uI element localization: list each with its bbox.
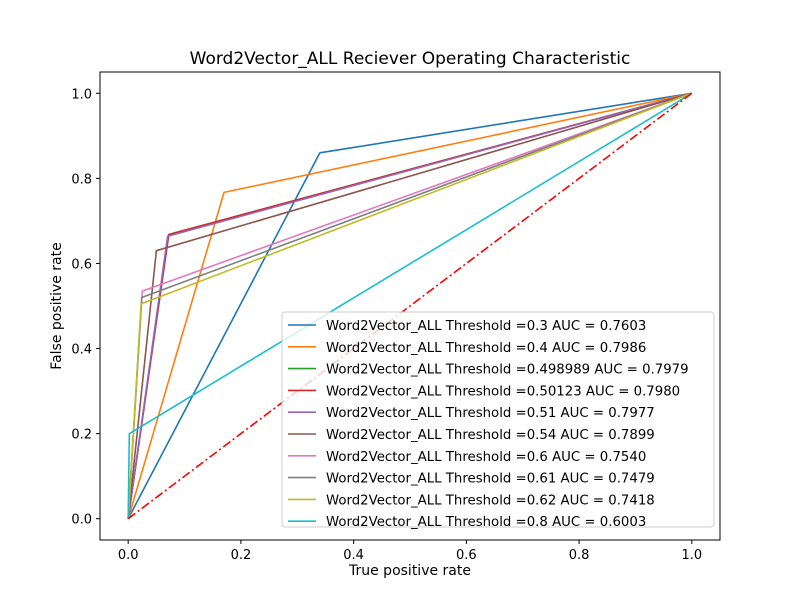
y-tick-label: 0.8 [71, 172, 92, 187]
legend-entry-label: Word2Vector_ALL Threshold =0.50123 AUC =… [326, 384, 680, 399]
x-tick-label: 0.6 [456, 548, 477, 563]
y-tick-label: 1.0 [71, 87, 92, 102]
x-axis-label: True positive rate [348, 563, 471, 579]
series-line-4 [127, 92, 693, 519]
plot-frame [99, 71, 721, 541]
y-axis-ticks: 0.0 0.2 0.4 0.6 0.8 1.0 [71, 87, 100, 528]
legend-entry-label: Word2Vector_ALL Threshold =0.6 AUC = 0.7… [326, 450, 646, 465]
y-tick-label: 0.0 [71, 513, 92, 528]
legend-entry-label: Word2Vector_ALL Threshold =0.498989 AUC … [326, 363, 689, 378]
legend-entry-label: Word2Vector_ALL Threshold =0.54 AUC = 0.… [326, 428, 655, 443]
legend: Word2Vector_ALL Threshold =0.3 AUC = 0.7… [281, 311, 715, 530]
y-axis-label: False positive rate [49, 242, 65, 369]
series-line-8 [127, 92, 693, 519]
legend-entry-label: Word2Vector_ALL Threshold =0.8 AUC = 0.6… [326, 515, 646, 530]
legend-entry-label: Word2Vector_ALL Threshold =0.4 AUC = 0.7… [326, 341, 646, 356]
series-line-1 [127, 92, 692, 519]
x-axis-ticks: 0.0 0.2 0.4 0.6 0.8 1.0 [118, 540, 702, 563]
legend-entry-label: Word2Vector_ALL Threshold =0.3 AUC = 0.7… [326, 319, 646, 334]
legend-entry-label: Word2Vector_ALL Threshold =0.61 AUC = 0.… [326, 472, 655, 487]
y-tick-label: 0.6 [71, 257, 92, 272]
series-layer [127, 92, 693, 520]
x-tick-label: 0.8 [569, 548, 590, 563]
chart-title: Word2Vector_ALL Reciever Operating Chara… [190, 49, 631, 69]
series-line-9 [127, 92, 693, 519]
x-tick-label: 1.0 [681, 548, 702, 563]
x-tick-label: 0.0 [118, 548, 139, 563]
reference-diagonal-line [127, 92, 693, 520]
legend-entry-label: Word2Vector_ALL Threshold =0.51 AUC = 0.… [326, 406, 655, 421]
x-tick-label: 0.4 [343, 548, 364, 563]
y-tick-label: 0.2 [71, 428, 92, 443]
x-tick-label: 0.2 [231, 548, 252, 563]
legend-entry-label: Word2Vector_ALL Threshold =0.62 AUC = 0.… [326, 493, 655, 508]
legend-box [281, 311, 715, 528]
y-tick-label: 0.4 [71, 343, 92, 358]
series-line-0 [127, 92, 692, 520]
